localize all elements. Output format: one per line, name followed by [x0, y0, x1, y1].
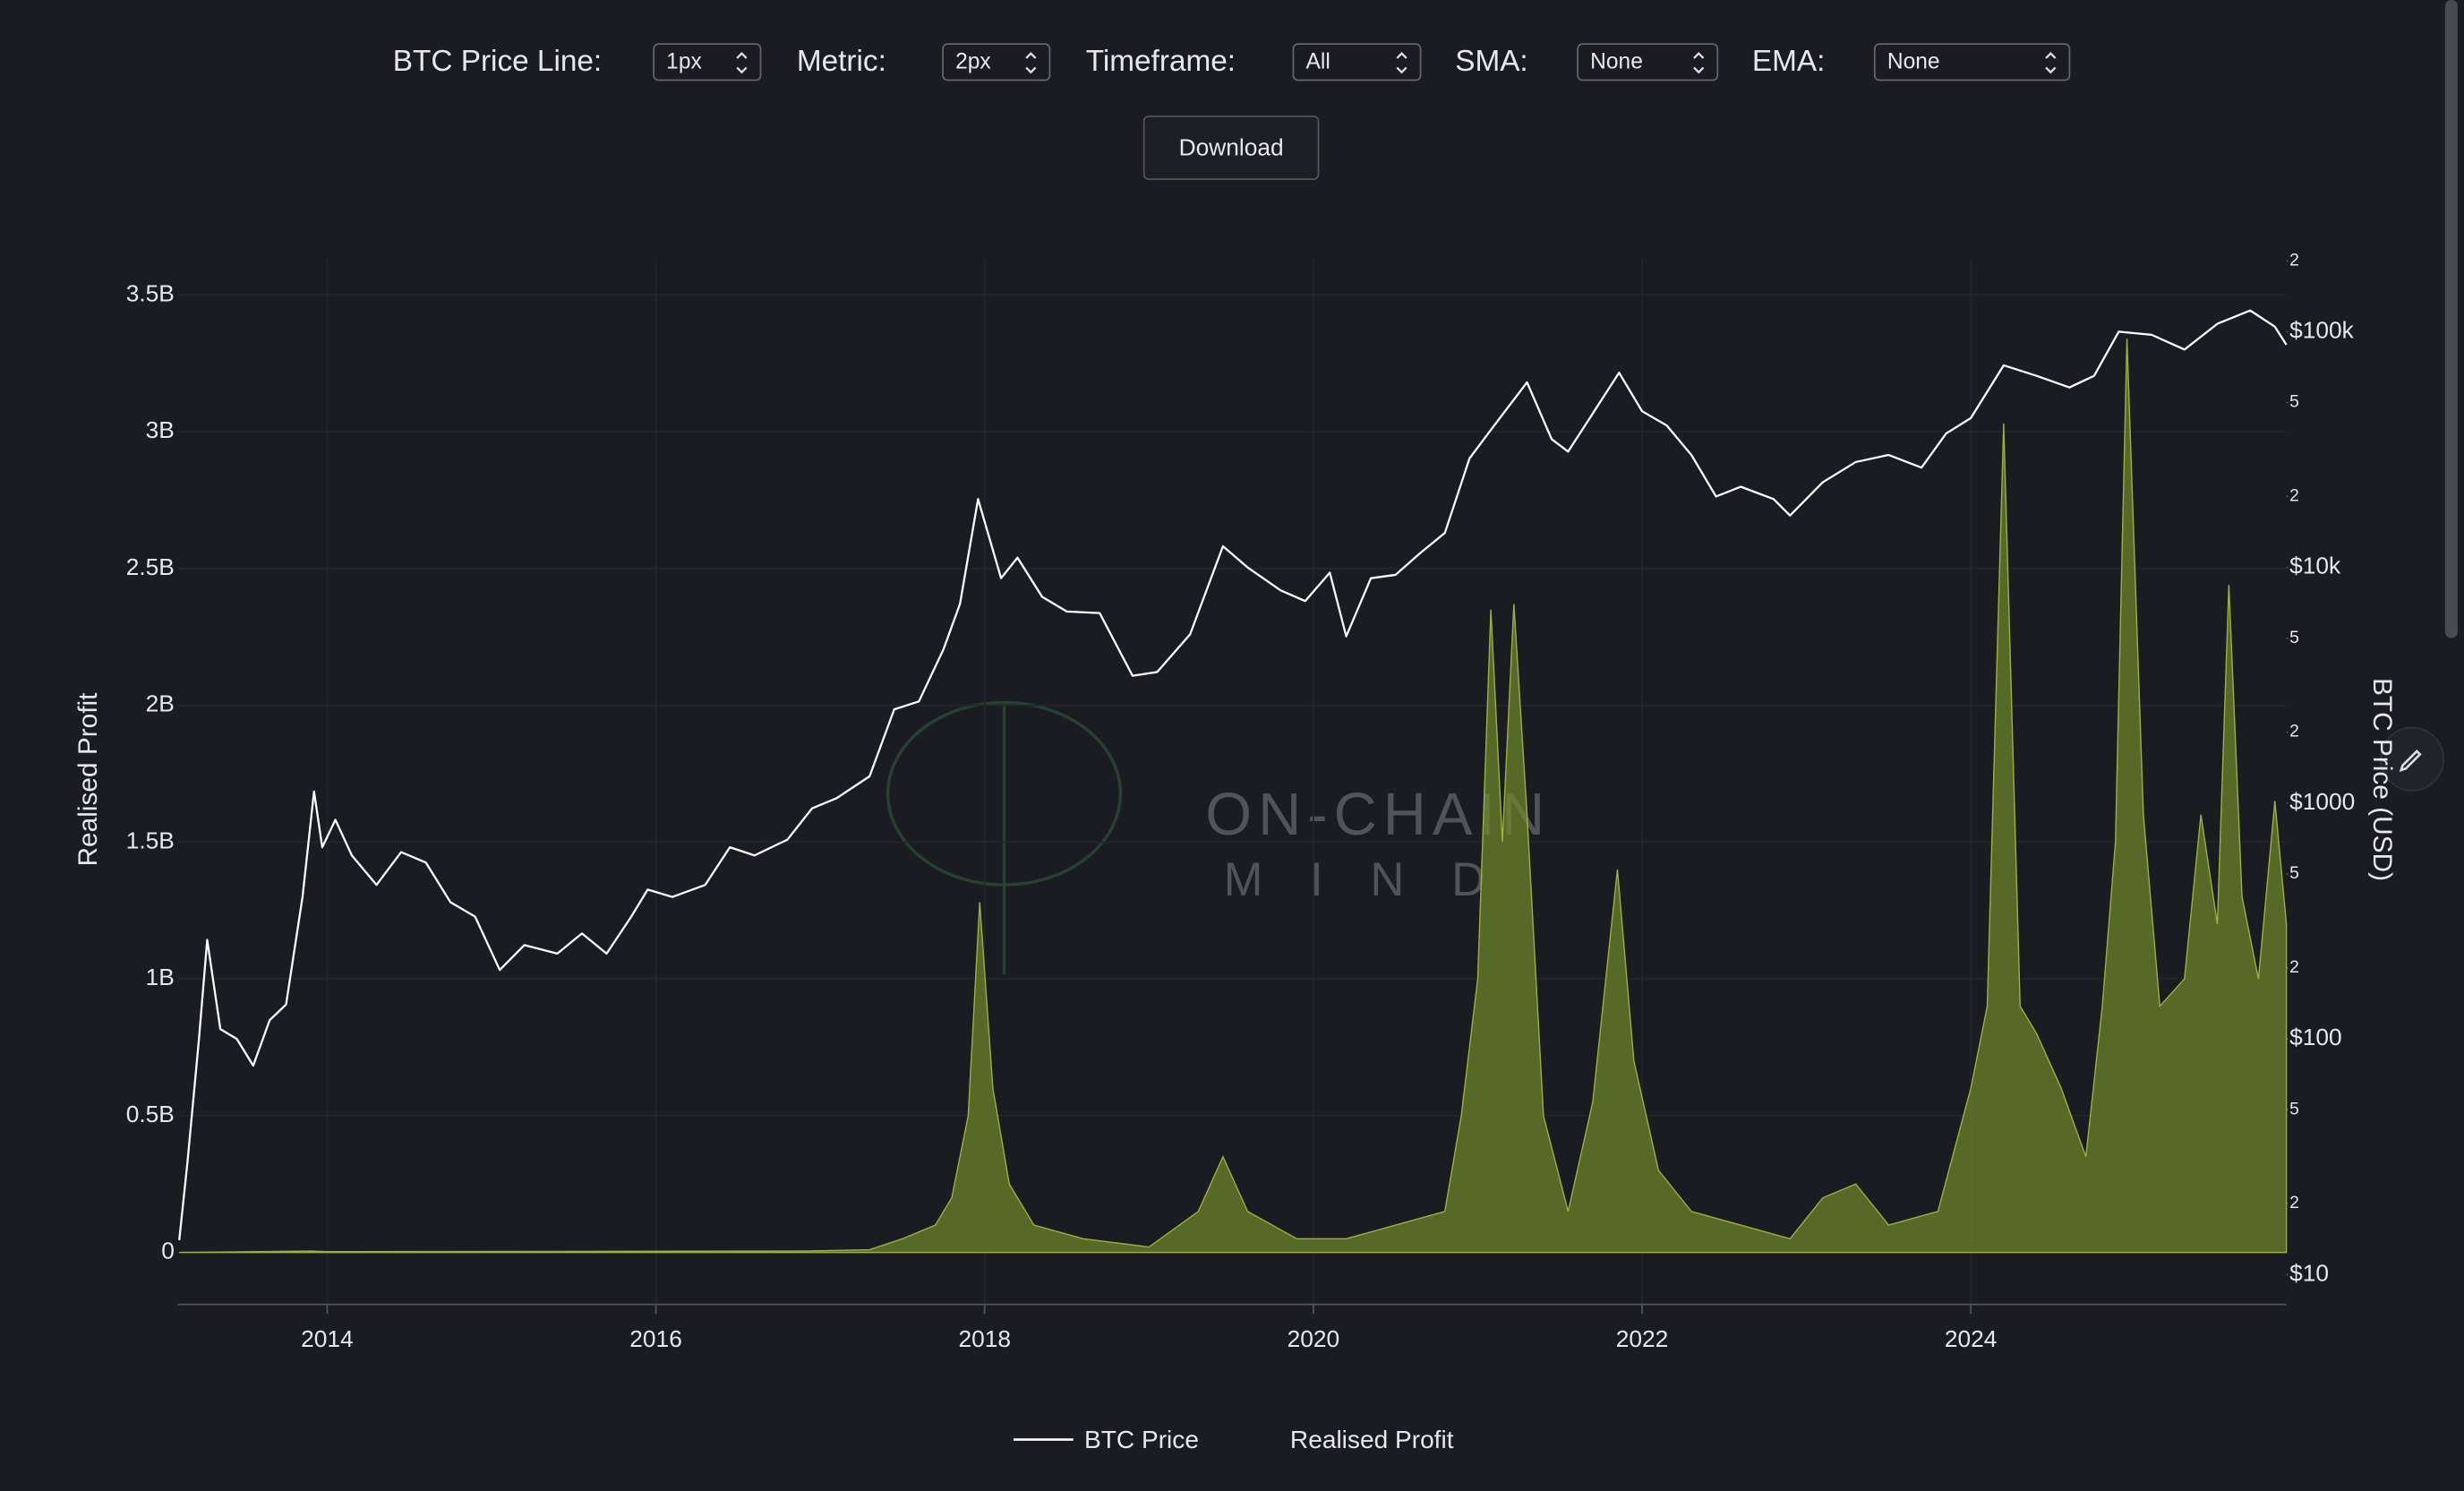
y2-tick-label: 5 — [2289, 393, 2299, 412]
y2-tick-label: $1000 — [2289, 788, 2355, 815]
control-label: Timeframe: — [1086, 45, 1236, 78]
select-box[interactable] — [942, 43, 1051, 81]
select-value[interactable]: None — [1887, 50, 1940, 74]
control-label: Metric: — [797, 45, 886, 78]
y-tick-label: 2.5B — [126, 553, 175, 580]
y2-tick-label: $10 — [2289, 1259, 2329, 1286]
x-tick-label: 2020 — [1288, 1325, 1340, 1352]
x-tick-label: 2016 — [629, 1325, 682, 1352]
legend-label[interactable]: Realised Profit — [1290, 1426, 1454, 1453]
y2-tick-label: 2 — [2289, 251, 2299, 270]
select-arrow — [1396, 52, 1407, 74]
select-box[interactable] — [1292, 43, 1422, 81]
control-label: BTC Price Line: — [393, 45, 602, 78]
y-axis-title: Realised Profit — [73, 692, 103, 867]
plot: 2014 2016 2018 2020 2022 2024 0 0.5B 1B 1.5B 2B 2.5… — [126, 251, 2356, 1352]
legend-label[interactable]: BTC Price — [1084, 1426, 1199, 1453]
legend: BTC Price Realised Profit — [1014, 1426, 1454, 1453]
control-label: EMA: — [1752, 45, 1825, 78]
y2-tick-label: 2 — [2289, 723, 2299, 741]
y2-tick-label: 5 — [2289, 629, 2299, 647]
watermark-text: MIND — [1224, 853, 1533, 906]
select-box[interactable] — [653, 43, 762, 81]
y-tick-label: 2B — [146, 690, 175, 717]
select-value[interactable]: 1px — [666, 50, 702, 74]
edit-button[interactable] — [2380, 726, 2445, 792]
x-tick-label: 2014 — [301, 1325, 354, 1352]
x-tick-label: 2018 — [958, 1325, 1011, 1352]
y-tick-label: 3B — [146, 416, 175, 443]
edit-circle[interactable] — [2380, 726, 2445, 792]
y2-axis-title: BTC Price (USD) — [2367, 678, 2397, 881]
select-value[interactable]: 2px — [955, 50, 991, 74]
y2-tick-label: $100k — [2289, 316, 2355, 343]
select-arrow — [1025, 52, 1037, 74]
y-tick-label: 0 — [161, 1238, 175, 1264]
select-arrow — [736, 52, 748, 74]
button-label[interactable]: Download — [1179, 134, 1284, 161]
y2-tick-label: $100 — [2289, 1024, 2342, 1050]
y2-tick-label: 5 — [2289, 864, 2299, 883]
y2-tick-label: 2 — [2289, 1194, 2299, 1213]
select-arrow — [2045, 52, 2057, 74]
select-arrow — [1693, 52, 1705, 74]
button-box[interactable] — [1142, 115, 1320, 180]
select-value[interactable]: None — [1590, 50, 1643, 74]
controls: BTC Price Line: 1px Metric: 2px Timeframe: Al… — [393, 43, 2071, 81]
select-box[interactable] — [1873, 43, 2071, 81]
y2-tick-label: 2 — [2289, 486, 2299, 505]
select-value[interactable]: All — [1305, 50, 1330, 74]
profit-area — [179, 338, 2288, 1254]
select-box[interactable] — [1577, 43, 1719, 81]
x-tick-label: 2024 — [1945, 1325, 1998, 1352]
y-tick-label: 1.5B — [126, 827, 175, 853]
y-tick-label: 1B — [146, 964, 175, 990]
control-label: SMA: — [1455, 45, 1527, 78]
scrollbar[interactable] — [2444, 0, 2458, 638]
download-button[interactable]: Download — [1142, 115, 1320, 180]
edit-icon — [2399, 750, 2422, 773]
price-line — [178, 309, 2288, 1240]
y2-tick-label: $10k — [2289, 553, 2341, 579]
y-tick-label: 3.5B — [126, 279, 175, 306]
y-tick-label: 0.5B — [126, 1101, 175, 1127]
y2-tick-label: 5 — [2289, 1100, 2299, 1118]
y2-tick-label: 2 — [2289, 958, 2299, 977]
x-tick-label: 2022 — [1616, 1325, 1669, 1352]
